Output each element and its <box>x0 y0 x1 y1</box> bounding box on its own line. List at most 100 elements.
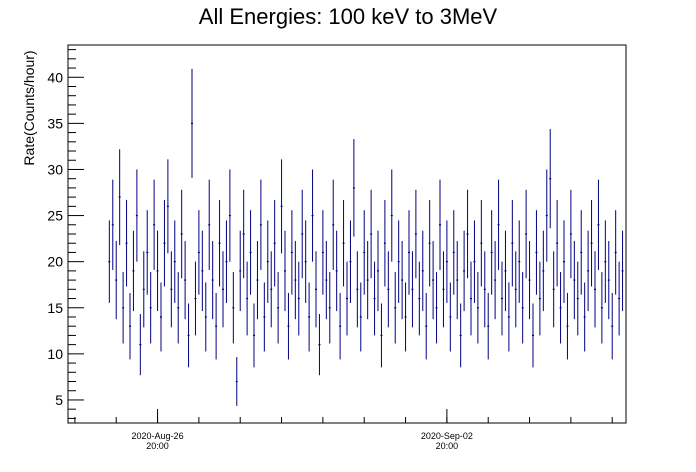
data-layer <box>108 68 624 406</box>
data-point <box>414 189 417 279</box>
data-point <box>501 261 503 336</box>
data-point <box>228 169 231 262</box>
data-point <box>466 189 469 279</box>
data-point <box>256 240 259 320</box>
data-point <box>401 240 404 320</box>
data-point <box>311 169 314 262</box>
data-point <box>359 282 362 352</box>
data-point <box>590 199 593 287</box>
data-point <box>149 272 152 344</box>
data-point <box>511 199 514 287</box>
data-point <box>122 272 125 344</box>
data-point <box>215 292 218 360</box>
data-point <box>349 220 352 303</box>
data-point <box>418 261 421 336</box>
data-point <box>160 282 162 352</box>
data-point <box>235 357 238 406</box>
data-point <box>177 272 180 344</box>
data-point <box>294 240 297 320</box>
data-point <box>284 230 286 312</box>
data-point <box>191 68 193 178</box>
data-point <box>352 139 355 237</box>
data-point <box>435 272 438 344</box>
data-point <box>607 240 610 320</box>
data-point <box>339 292 342 360</box>
data-point <box>163 199 166 287</box>
y-tick-label: 15 <box>47 300 63 316</box>
data-point <box>504 230 507 312</box>
data-point <box>525 189 528 279</box>
data-point <box>170 251 173 328</box>
y-tick-label: 10 <box>47 346 63 362</box>
data-point <box>263 282 266 352</box>
data-point <box>604 220 607 303</box>
data-point <box>315 251 317 328</box>
data-point <box>397 220 400 303</box>
data-point <box>335 230 338 312</box>
data-point <box>459 303 462 368</box>
data-point <box>408 210 410 295</box>
data-point <box>377 230 379 312</box>
chart-title: All Energies: 100 keV to 3MeV <box>199 4 498 29</box>
data-point <box>242 189 245 279</box>
data-point <box>559 272 562 344</box>
data-point <box>280 159 283 254</box>
data-point <box>456 240 459 320</box>
data-point <box>566 292 569 360</box>
data-point <box>211 240 214 320</box>
data-point <box>125 199 128 287</box>
data-point <box>449 282 452 352</box>
data-point <box>273 199 276 287</box>
data-point <box>521 272 524 344</box>
data-point <box>146 210 149 295</box>
data-point <box>614 210 617 295</box>
data-point <box>611 292 614 360</box>
data-point <box>621 230 624 312</box>
data-point <box>204 282 207 352</box>
data-point <box>135 169 138 262</box>
y-tick-label: 35 <box>47 115 63 131</box>
data-point <box>249 210 252 295</box>
data-point <box>404 282 407 352</box>
data-point <box>387 251 390 328</box>
data-point <box>507 282 510 352</box>
data-point <box>321 210 324 295</box>
data-point <box>277 272 280 344</box>
y-tick-label: 25 <box>47 208 63 224</box>
data-point <box>346 261 348 336</box>
data-point <box>487 292 490 360</box>
data-point <box>535 210 538 295</box>
data-point <box>445 220 448 303</box>
data-point <box>108 220 111 303</box>
data-point <box>270 251 273 328</box>
data-point <box>304 220 307 303</box>
data-point <box>363 210 366 295</box>
data-point <box>373 261 376 336</box>
data-point <box>180 189 183 279</box>
data-point <box>225 220 228 303</box>
data-point <box>600 272 603 344</box>
x-tick-date-label: 2020-Aug-26 <box>132 431 184 441</box>
data-point <box>201 230 204 312</box>
data-point <box>253 303 255 368</box>
data-point <box>290 210 293 295</box>
data-point <box>476 272 479 344</box>
data-point <box>139 314 142 376</box>
data-point <box>194 261 197 336</box>
y-axis-label: Rate(Counts/hour) <box>21 50 37 165</box>
data-point <box>494 240 497 320</box>
data-point <box>411 251 414 328</box>
data-point <box>483 251 486 328</box>
x-tick-time-label: 20:00 <box>436 441 459 451</box>
plot-frame <box>67 44 627 424</box>
data-point <box>308 282 311 352</box>
data-point <box>542 230 545 312</box>
data-point <box>563 220 565 303</box>
data-point <box>301 189 304 279</box>
data-point <box>115 240 118 320</box>
data-point <box>218 199 221 287</box>
data-point <box>156 230 159 312</box>
data-point <box>514 251 517 328</box>
data-point <box>480 199 483 287</box>
